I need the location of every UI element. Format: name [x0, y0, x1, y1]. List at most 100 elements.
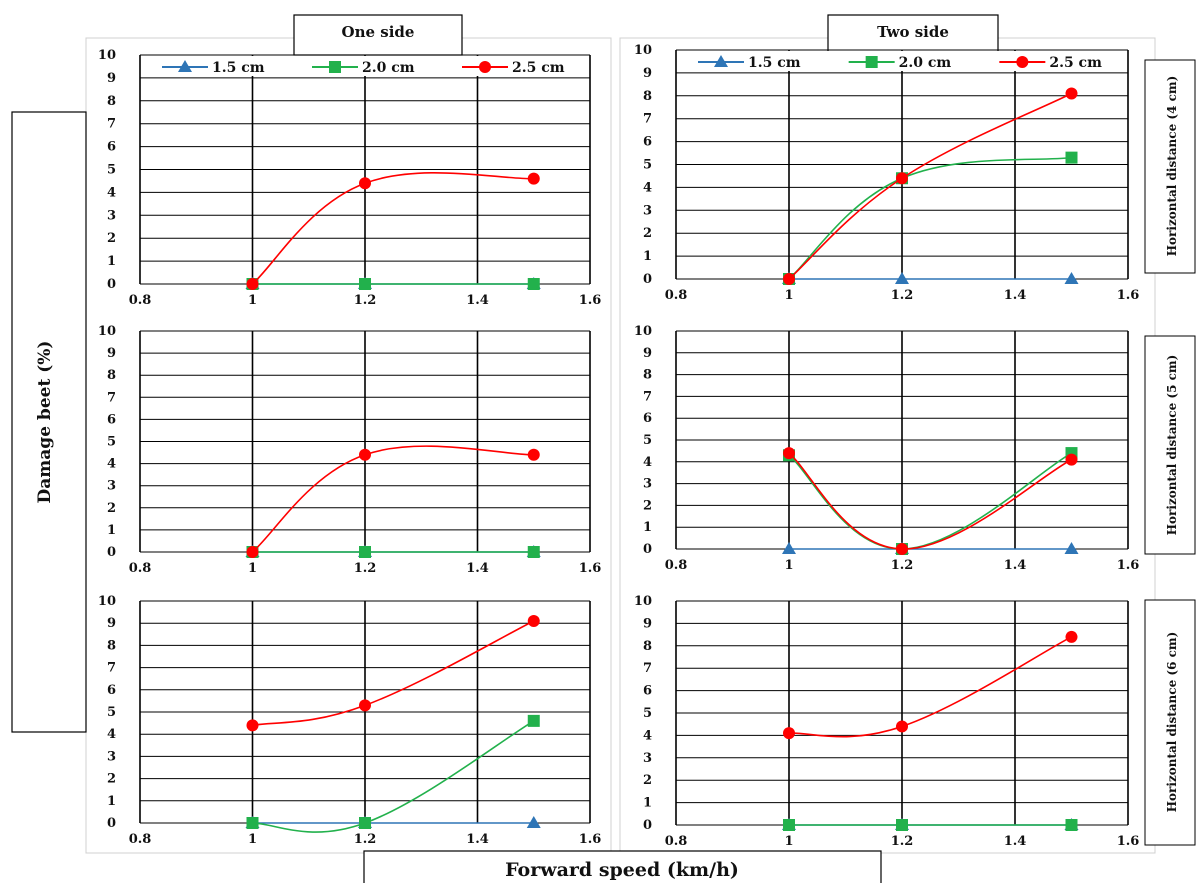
- y-tick-label: 6: [643, 684, 652, 699]
- panel-one-side-5cm: 0 1 2 3 4 5 6 7 8 9 10 0.8 1 1.2 1.4 1.6: [98, 324, 601, 576]
- series-line-s25: [251, 445, 534, 553]
- data-point-s25: [359, 448, 371, 461]
- y-tick-label: 5: [643, 158, 652, 173]
- legend-background: [692, 51, 1112, 71]
- data-point-s20: [1065, 819, 1078, 831]
- x-tick-label: 1.2: [354, 293, 377, 308]
- x-tick-label: 1.6: [579, 561, 602, 576]
- x-tick-label: 0.8: [665, 558, 688, 573]
- y-tick-label: 3: [643, 477, 652, 492]
- legend-label-s20: 2.0 cm: [899, 55, 952, 71]
- x-tick-label: 1: [248, 832, 257, 847]
- x-tick-label: 1: [784, 834, 793, 849]
- legend-label-s15: 1.5 cm: [748, 55, 801, 71]
- y-tick-label: 2: [107, 231, 116, 246]
- y-tick-label: 10: [98, 48, 116, 63]
- y-tick-label: 1: [107, 794, 116, 809]
- legend-marker-s25: [1016, 56, 1029, 68]
- y-tick-label: 4: [643, 455, 652, 470]
- y-tick-label: 7: [643, 661, 652, 676]
- y-tick-label: 7: [107, 390, 116, 405]
- data-point-s20: [896, 819, 908, 831]
- y-tick-label: 5: [107, 435, 116, 450]
- series-line-s20: [788, 156, 1072, 280]
- x-tick-label: 1.4: [466, 832, 489, 847]
- column-header-one-side: One side: [293, 14, 463, 56]
- y-tick-label: 2: [107, 501, 116, 516]
- y-tick-label: 8: [643, 89, 652, 104]
- x-tick-label: 1.2: [891, 834, 914, 849]
- panel-two-side-5cm: 0 1 2 3 4 5 6 7 8 9 10 0.8 1 1.2 1.4 1.6: [634, 324, 1139, 573]
- y-tick-label: 10: [98, 594, 116, 609]
- x-tick-label: 0.8: [129, 832, 152, 847]
- legend-marker-s25: [479, 61, 491, 73]
- y-tick-label: 9: [107, 71, 116, 86]
- y-tick-label: 10: [634, 324, 652, 339]
- panel-two-side-6cm: 0 1 2 3 4 5 6 7 8 9 10 0.8 1 1.2 1.4 1.6: [634, 594, 1139, 849]
- x-tick-label: 0.8: [665, 834, 688, 849]
- legend-label-s25: 2.5 cm: [512, 60, 565, 76]
- column-title-two-side: Two side: [877, 23, 949, 41]
- data-point-s20: [359, 817, 371, 829]
- y-tick-label: 1: [107, 254, 116, 269]
- data-point-s20: [1065, 151, 1078, 164]
- data-point-s25: [896, 720, 908, 733]
- y-tick-label: 4: [643, 728, 652, 743]
- x-tick-label: 0.8: [129, 293, 152, 308]
- panel-one-side-6cm: 0 1 2 3 4 5 6 7 8 9 10 0.8 1 1.2 1.4 1.6: [98, 594, 601, 847]
- y-tick-label: 4: [107, 727, 116, 742]
- y-tick-label: 6: [107, 683, 116, 698]
- left-figure-frame: [85, 37, 612, 854]
- y-tick-label: 10: [98, 324, 116, 339]
- y-axis-title: Damage beet (%): [35, 341, 55, 504]
- y-tick-label: 0: [107, 545, 116, 560]
- y-tick-label: 2: [643, 226, 652, 241]
- row-label-box-4cm: Horizontal distance (4 cm): [1144, 59, 1196, 274]
- y-tick-label: 0: [643, 542, 652, 557]
- panel-two-side-4cm: 0 1 2 3 4 5 6 7 8 9 10 0.8 1 1.2 1.4 1.6 1.5 cm 2.0 cm 2.5…: [634, 43, 1139, 303]
- x-tick-label: 1.6: [1117, 834, 1140, 849]
- y-tick-label: 10: [634, 594, 652, 609]
- data-point-s15: [1064, 542, 1079, 554]
- legend-label-s15: 1.5 cm: [212, 60, 265, 76]
- series-line-s25: [788, 636, 1072, 738]
- x-tick-label: 1: [784, 558, 793, 573]
- y-tick-label: 3: [107, 479, 116, 494]
- y-tick-label: 6: [643, 135, 652, 150]
- x-tick-label: 1: [784, 288, 793, 303]
- y-tick-label: 1: [107, 523, 116, 538]
- x-tick-label: 1.6: [579, 832, 602, 847]
- data-point-s15: [1064, 272, 1079, 284]
- y-tick-label: 4: [107, 185, 116, 200]
- y-tick-label: 6: [643, 411, 652, 426]
- x-tick-label: 1.4: [1004, 288, 1027, 303]
- y-tick-label: 5: [643, 706, 652, 721]
- row-label-4cm: Horizontal distance (4 cm): [1165, 76, 1179, 257]
- data-point-s15: [895, 272, 909, 284]
- y-tick-label: 9: [643, 346, 652, 361]
- series-line-s20: [252, 720, 535, 833]
- y-tick-label: 5: [107, 163, 116, 178]
- x-tick-label: 0.8: [665, 288, 688, 303]
- y-tick-label: 4: [107, 457, 116, 472]
- x-tick-label: 1.4: [1004, 834, 1027, 849]
- data-point-s25: [527, 614, 540, 627]
- y-tick-label: 8: [107, 368, 116, 383]
- x-tick-label: 1.6: [579, 293, 602, 308]
- y-tick-label: 7: [643, 112, 652, 127]
- y-tick-label: 8: [107, 94, 116, 109]
- x-tick-label: 0.8: [129, 561, 152, 576]
- y-tick-label: 10: [634, 43, 652, 58]
- x-tick-label: 1.2: [891, 558, 914, 573]
- legend-marker-s20: [329, 61, 341, 73]
- series-line-s25: [252, 620, 535, 727]
- data-point-s20: [527, 714, 540, 727]
- data-point-s25: [783, 727, 795, 740]
- x-tick-label: 1.2: [354, 561, 377, 576]
- data-point-s25: [246, 719, 259, 732]
- y-tick-label: 1: [643, 520, 652, 535]
- legend-marker-s20: [865, 56, 878, 68]
- legend-label-s20: 2.0 cm: [362, 60, 415, 76]
- x-axis-title-box: Forward speed (km/h): [363, 850, 882, 887]
- x-tick-label: 1.2: [354, 832, 377, 847]
